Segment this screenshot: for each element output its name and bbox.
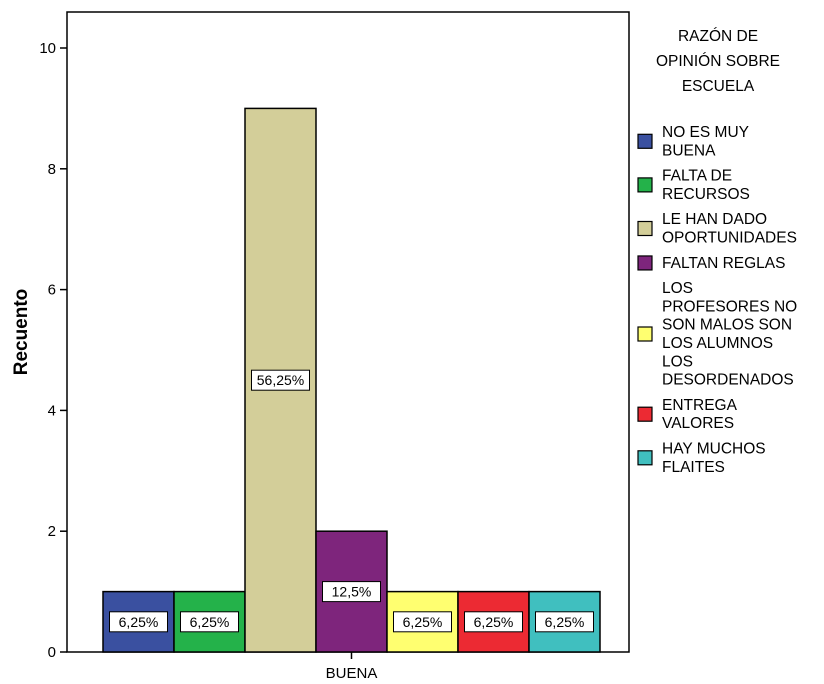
legend-entry-label: RECURSOS (662, 186, 750, 203)
legend-entry-label: LE HAN DADO (662, 211, 767, 228)
legend-swatch (637, 220, 653, 237)
legend-swatch (637, 255, 653, 271)
legend-swatch (637, 406, 653, 422)
data-label-box (180, 611, 239, 633)
bars: 6,25% 6,25% 56,25% 12,5% 6,25% 6,25% 6,25% (102, 107, 601, 653)
legend-entry-label: VALORES (662, 415, 734, 432)
data-label: 6,25% (119, 614, 159, 630)
legend-entry-label: DESORDENADOS (662, 372, 794, 389)
legend-entry-label: FALTAN REGLAS (662, 255, 785, 272)
legend-entry-label: BUENA (662, 142, 716, 159)
y-tick-label: 4 (48, 402, 56, 419)
legend-entry-label: OPORTUNIDADES (662, 230, 797, 247)
legend-entry-label: LOS ALUMNOS (662, 335, 773, 352)
legend-entry-label: LOS (662, 280, 693, 297)
legend-title: ESCUELA (682, 78, 755, 95)
legend-swatch (637, 133, 653, 149)
data-label-box (464, 611, 523, 633)
data-label-box (393, 611, 452, 633)
data-label: 56,25% (257, 372, 304, 388)
y-tick-label: 8 (48, 161, 56, 178)
x-axis: BUENA (326, 652, 378, 682)
data-label: 6,25% (190, 614, 230, 630)
data-label: 6,25% (545, 614, 585, 630)
legend-entry-label: ENTREGA (662, 397, 738, 414)
y-axis-label: Recuento (11, 289, 32, 376)
legend-entry-label: HAY MUCHOS (662, 441, 766, 458)
legend-entry-label: LOS (662, 353, 693, 370)
y-tick-label: 10 (39, 40, 56, 57)
legend-swatch (637, 177, 653, 193)
legend-title: OPINIÓN SOBRE (656, 53, 780, 70)
legend-swatch (637, 326, 653, 342)
legend-swatch (637, 450, 653, 466)
legend-entry-label: SON MALOS SON (662, 317, 792, 334)
data-label-box (535, 611, 594, 633)
legend-entry-label: FLAITES (662, 459, 725, 476)
legend-entry-label: FALTA DE (662, 168, 732, 185)
y-tick-label: 2 (48, 523, 56, 540)
data-label-box (109, 611, 168, 633)
legend-title: RAZÓN DE (678, 28, 758, 45)
legend-entry-label: PROFESORES NO (662, 298, 797, 315)
y-tick-label: 0 (48, 644, 56, 661)
data-label: 12,5% (332, 584, 372, 600)
data-label: 6,25% (474, 614, 514, 630)
legend: RAZÓN DE OPINIÓN SOBRE ESCUELA NO ES MUYBUE… (637, 28, 797, 476)
y-axis: 0 2 4 6 8 10 (39, 40, 67, 661)
data-label-box (251, 369, 310, 391)
x-tick-label: BUENA (326, 665, 378, 682)
data-label: 6,25% (403, 614, 443, 630)
legend-entry-label: NO ES MUY (662, 124, 749, 141)
y-tick-label: 6 (48, 282, 56, 299)
data-label-box (322, 581, 381, 603)
